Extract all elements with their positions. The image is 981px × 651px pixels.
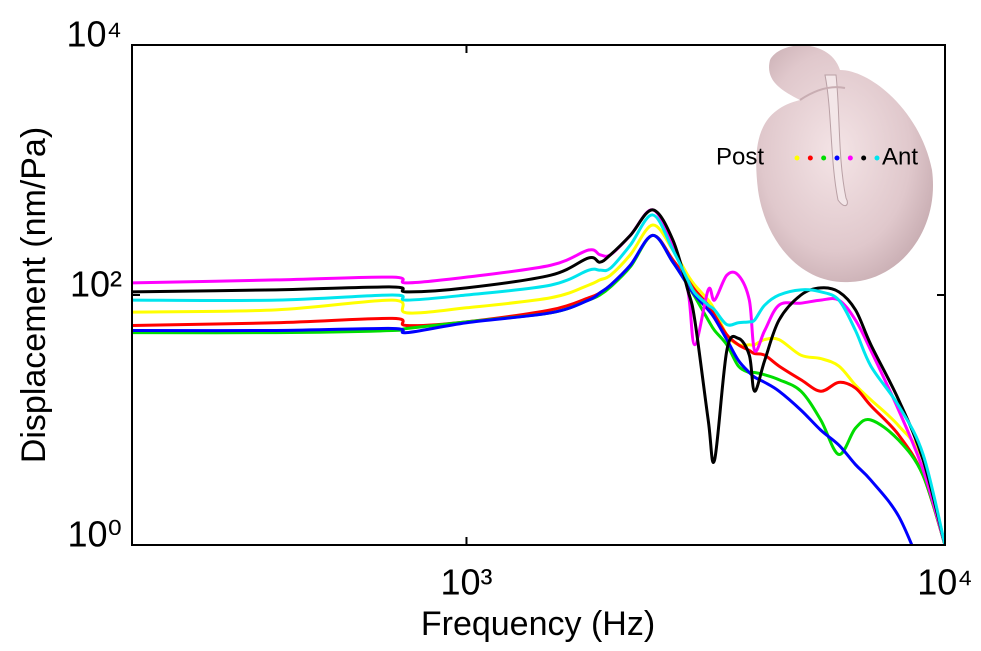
annotation: Post (716, 143, 764, 170)
eardrum-inset (756, 45, 934, 283)
y-tick-label: 10⁰ (68, 514, 122, 555)
plot-area (132, 208, 945, 545)
legend-dot (847, 155, 853, 161)
x-tick-label: 10⁴ (917, 562, 973, 603)
x-axis-label: Frequency (Hz) (421, 605, 655, 643)
legend-dot (807, 155, 813, 161)
annotation: Ant (882, 143, 918, 170)
data-line (132, 233, 914, 545)
legend-dot (874, 155, 880, 161)
data-line (132, 213, 945, 545)
legend-dot (834, 155, 840, 161)
legend-dot (861, 155, 867, 161)
legend-dot (821, 155, 827, 161)
legend-dot (794, 155, 800, 161)
x-tick-label: 10³ (440, 562, 492, 603)
data-line (132, 208, 945, 545)
y-axis-label: Displacement (nm/Pa) (15, 127, 53, 463)
y-tick-label: 10⁴ (66, 14, 122, 55)
y-tick-label: 10² (70, 264, 122, 305)
data-line (132, 223, 945, 545)
